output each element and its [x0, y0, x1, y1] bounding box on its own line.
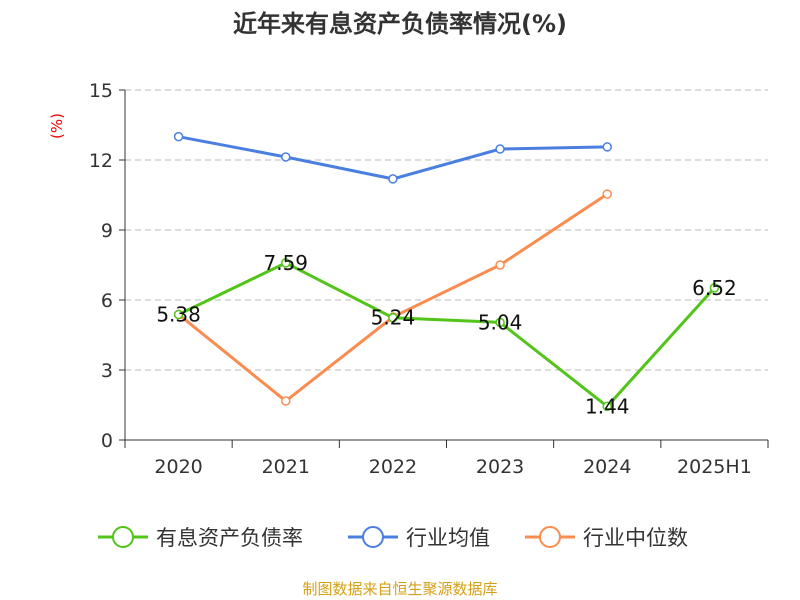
source-note: 制图数据来自恒生聚源数据库 — [302, 580, 497, 598]
x-tick-label: 2024 — [583, 456, 631, 478]
legend-item[interactable]: 有息资产负债率 — [98, 526, 303, 550]
data-point — [495, 260, 505, 270]
data-point — [602, 401, 612, 412]
y-tick-label: 0 — [101, 430, 113, 452]
legend-label: 行业中位数 — [583, 526, 688, 550]
data-label: 7.59 — [263, 251, 308, 275]
x-tick-label: 2025H1 — [677, 456, 752, 478]
y-tick-label: 9 — [101, 220, 113, 242]
y-tick-label: 3 — [101, 360, 113, 382]
series-line — [177, 261, 716, 409]
data-point — [388, 174, 398, 184]
data-point — [173, 131, 184, 142]
x-tick-label: 2020 — [154, 456, 202, 478]
y-tick-label: 15 — [89, 80, 113, 102]
data-point — [281, 396, 291, 406]
data-point — [602, 142, 612, 152]
x-tick-label: 2022 — [369, 456, 417, 478]
legend-label: 行业均值 — [406, 526, 490, 550]
legend-label: 有息资产负债率 — [156, 526, 303, 550]
data-point — [495, 317, 505, 328]
series-line — [178, 135, 608, 181]
series-line — [177, 192, 609, 403]
data-point — [173, 309, 184, 320]
data-label: 5.38 — [156, 302, 201, 326]
data-point — [281, 258, 291, 268]
data-point — [388, 312, 398, 323]
legend-item[interactable]: 行业均值 — [348, 526, 490, 550]
x-tick-label: 2023 — [476, 456, 524, 478]
data-point — [495, 144, 505, 154]
data-point — [709, 283, 720, 293]
data-label: 1.44 — [585, 394, 630, 418]
x-tick-label: 2021 — [262, 456, 310, 478]
data-label: 5.24 — [371, 306, 416, 330]
data-point — [602, 189, 612, 199]
data-point — [281, 152, 291, 162]
legend-marker — [112, 526, 134, 548]
y-tick-label: 6 — [101, 290, 113, 312]
data-label: 5.04 — [478, 310, 523, 334]
legend-marker — [539, 526, 561, 548]
chart-title: 近年来有息资产负债率情况(%) — [233, 10, 567, 38]
legend-marker — [362, 526, 384, 548]
y-axis-unit: (%) — [48, 113, 66, 139]
data-label: 6.52 — [692, 276, 737, 300]
y-tick-label: 12 — [89, 150, 113, 172]
legend-item[interactable]: 行业中位数 — [525, 526, 688, 550]
